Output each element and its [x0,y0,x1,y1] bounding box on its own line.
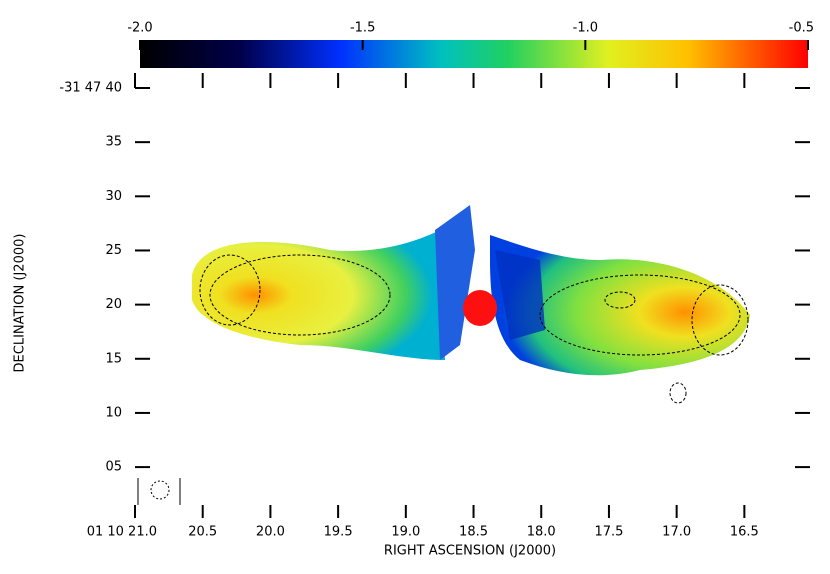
x-tick-label: 01 10 21.0 [87,525,157,540]
x-axis-label: RIGHT ASCENSION (J2000) [384,544,556,559]
x-tick-label: 17.5 [594,525,623,540]
colorbar-tick-label: -0.5 [789,21,814,36]
x-tick-label: 19.5 [324,525,353,540]
x-tick-label: 19.0 [391,525,420,540]
y-tick-label: -31 47 40 [59,81,122,96]
y-tick-label: 05 [105,460,122,475]
x-tick-label: 20.0 [256,525,285,540]
x-tick-label: 16.5 [730,525,759,540]
y-tick-label: 25 [105,243,122,258]
emission [137,205,750,505]
x-tick-label: 18.0 [527,525,556,540]
colorbar-tick-label: -1.0 [573,21,598,36]
y-tick-label: 10 [105,405,122,420]
x-tick-label: 18.5 [459,525,488,540]
colorbar-tick-label: -2.0 [127,21,152,36]
x-tick-label: 20.5 [188,525,217,540]
y-tick-label: 35 [105,135,122,150]
y-tick-label: 30 [105,189,122,204]
y-tick-label: 15 [105,351,122,366]
y-axis-label: DECLINATION (J2000) [13,234,28,373]
colorbar-tick-label: -1.5 [350,21,375,36]
colorbar [140,40,808,68]
y-tick-label: 20 [105,297,122,312]
x-tick-label: 17.0 [662,525,691,540]
